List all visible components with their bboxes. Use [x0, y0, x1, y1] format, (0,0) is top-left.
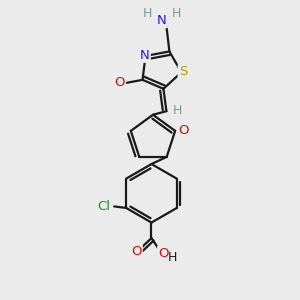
Text: H: H	[173, 104, 182, 117]
Text: O: O	[131, 245, 142, 258]
Text: S: S	[179, 65, 187, 78]
Text: H: H	[168, 251, 177, 264]
Text: H: H	[143, 7, 153, 20]
Text: O: O	[178, 124, 189, 137]
Text: N: N	[140, 49, 150, 62]
Text: Cl: Cl	[98, 200, 111, 213]
Text: N: N	[157, 14, 167, 27]
Text: O: O	[114, 76, 125, 89]
Text: H: H	[171, 7, 181, 20]
Text: O: O	[158, 247, 169, 260]
